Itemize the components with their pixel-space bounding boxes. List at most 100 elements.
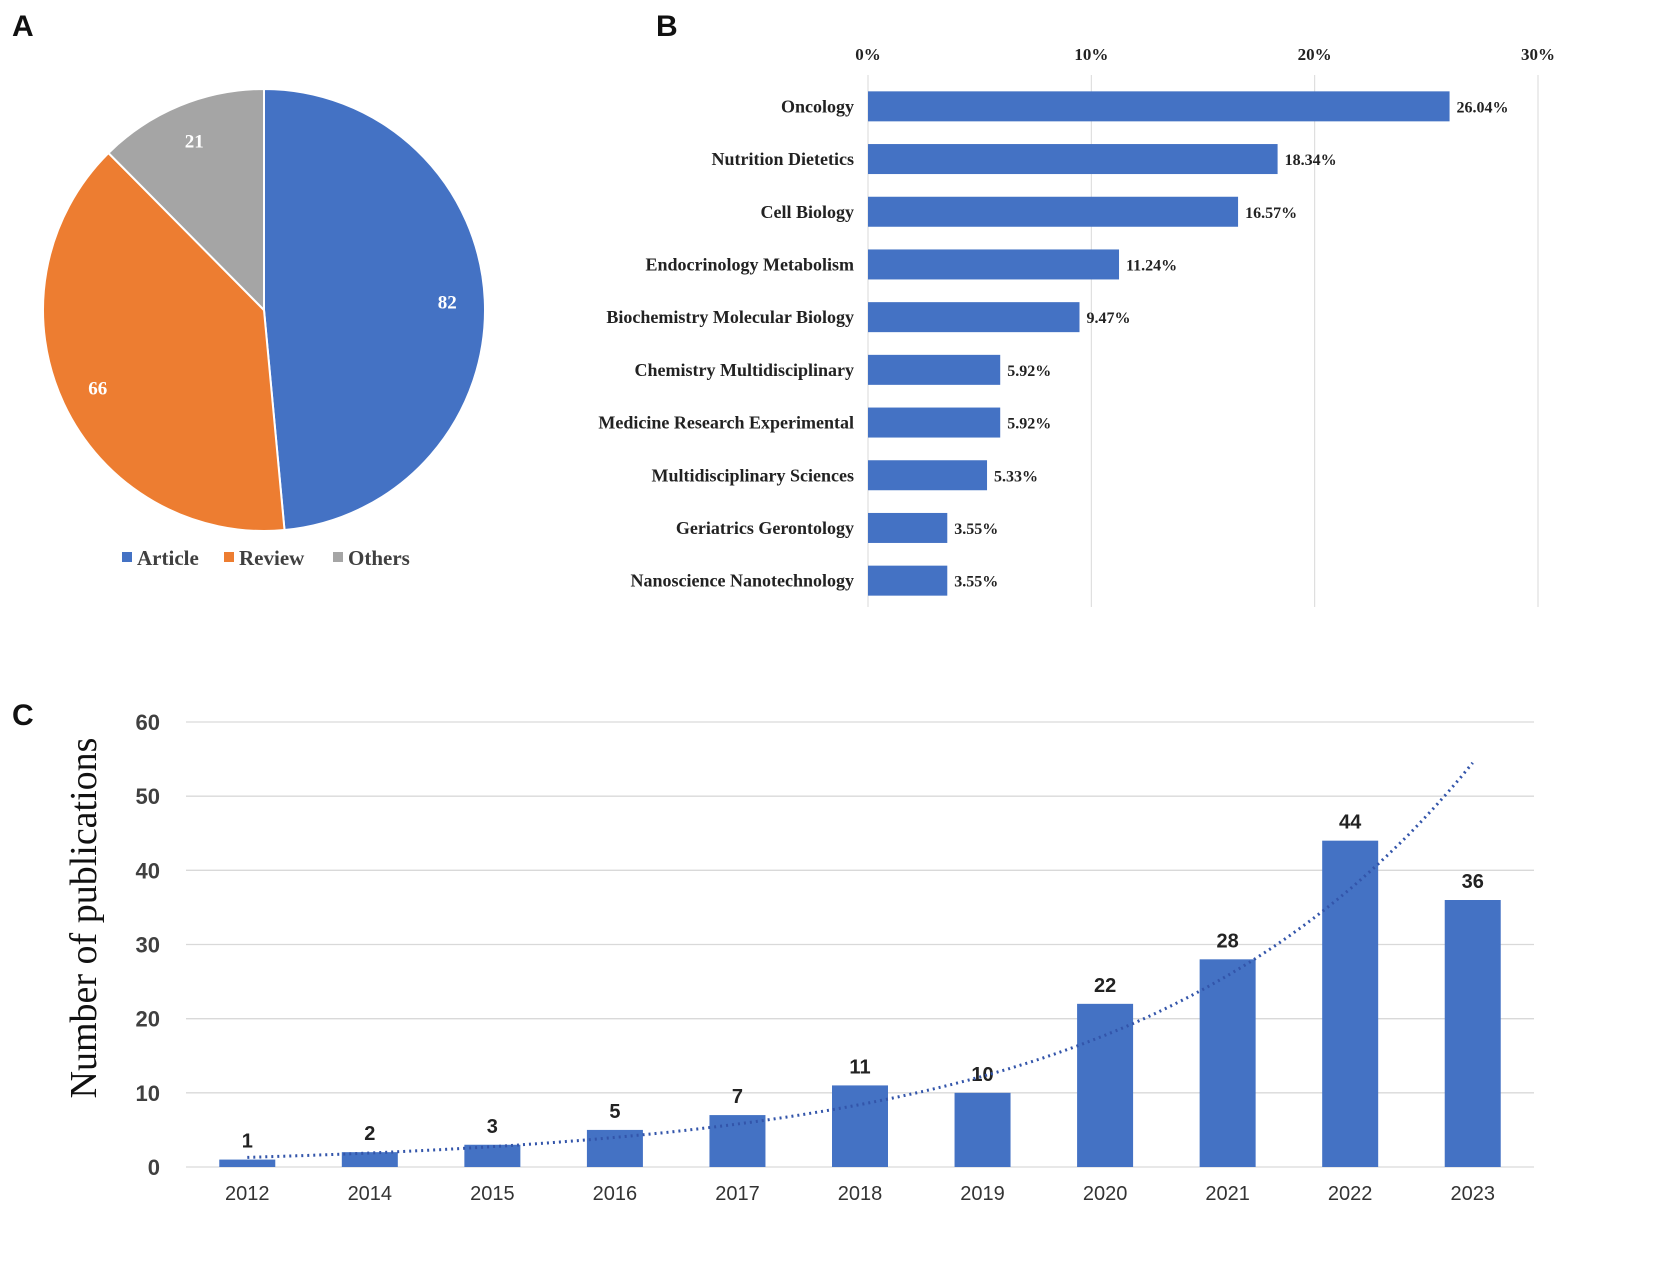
category-bar: [868, 354, 1001, 385]
x-tick-label: 2012: [225, 1183, 270, 1205]
pie-slice-article: [263, 87, 486, 532]
x-tick-label: 2021: [1205, 1183, 1250, 1205]
publication-bar: [1322, 840, 1379, 1167]
category-bar: [868, 565, 948, 596]
category-bar: [868, 302, 1080, 333]
category-value-label: 5.33%: [994, 468, 1038, 485]
pie-slice-review: [42, 151, 286, 532]
category-bar: [868, 91, 1450, 122]
x-tick-label: 2020: [1083, 1183, 1128, 1205]
y-tick-label: 60: [136, 710, 160, 735]
publication-value-label: 10: [971, 1064, 993, 1086]
publication-value-label: 36: [1462, 871, 1484, 893]
publication-value-label: 11: [849, 1056, 870, 1078]
publications-trendline: [247, 761, 1474, 1159]
category-label: Multidisciplinary Sciences: [652, 465, 855, 485]
category-chart-labels: Oncology Nutrition Dietetics Cell Biology E…: [598, 96, 854, 590]
category-label: Medicine Research Experimental: [598, 413, 854, 433]
category-value-label: 3.55%: [954, 521, 998, 538]
publications-chart-gridlines: [186, 721, 1534, 1168]
category-label: Cell Biology: [761, 202, 855, 222]
category-value-label: 5.92%: [1007, 416, 1051, 433]
pie-chart: 82 66 21 Article Review Others: [42, 87, 486, 570]
category-value-label: 16.57%: [1245, 205, 1297, 222]
publication-bar: [832, 1085, 888, 1167]
publication-value-label: 3: [487, 1116, 498, 1138]
category-label: Chemistry Multidisciplinary: [635, 360, 855, 380]
publication-bar: [1199, 959, 1256, 1167]
legend-label-others: Others: [348, 546, 410, 570]
category-value-label: 18.34%: [1285, 152, 1337, 169]
panel-label-c: C: [12, 699, 34, 732]
x-tick-label: 2016: [593, 1183, 638, 1205]
publication-value-label: 1: [242, 1131, 253, 1153]
category-chart-x-ticks: 0% 10% 20% 30%: [855, 45, 1555, 64]
x-tick-label: 30%: [1521, 45, 1555, 64]
category-value-label: 3.55%: [954, 574, 998, 591]
category-value-label: 9.47%: [1086, 310, 1130, 327]
category-bar-chart: 0% 10% 20% 30% Oncology Nutrition Dietetics C…: [598, 45, 1555, 607]
legend-swatch-others: [333, 552, 343, 562]
category-value-label: 26.04%: [1457, 99, 1509, 116]
panel-label-b: B: [656, 10, 678, 43]
publications-chart-x-ticks: 2012 2014 2015 2016 2017 2018 2019 2020 2021 2022…: [225, 1183, 1495, 1205]
x-tick-label: 2014: [348, 1183, 393, 1205]
y-tick-label: 10: [136, 1081, 160, 1106]
publication-bar: [219, 1159, 276, 1167]
pie-slice-others: [107, 87, 265, 313]
publications-chart-value-labels: 1 2 3 5 7 11 10 22 28 44 36: [242, 812, 1484, 1153]
x-tick-label: 2018: [838, 1183, 883, 1205]
y-tick-label: 30: [136, 933, 160, 958]
publication-bar: [1444, 900, 1501, 1167]
pie-data-labels: 82 66 21: [88, 131, 456, 399]
publication-value-label: 28: [1217, 930, 1239, 952]
x-tick-label: 0%: [855, 45, 881, 64]
category-bar: [868, 460, 988, 491]
legend-label-article: Article: [137, 546, 199, 570]
publication-bar: [341, 1152, 398, 1167]
y-tick-label: 50: [136, 784, 160, 809]
legend-swatch-review: [224, 552, 234, 562]
publication-bar: [1077, 1003, 1134, 1167]
category-label: Biochemistry Molecular Biology: [606, 307, 854, 327]
publication-value-label: 44: [1339, 812, 1362, 834]
publications-y-axis-label: Number of publications: [63, 738, 105, 1099]
category-value-label: 11.24%: [1126, 257, 1177, 274]
category-label: Endocrinology Metabolism: [645, 254, 854, 274]
pie-data-label: 21: [185, 131, 204, 152]
publication-bar: [709, 1115, 766, 1167]
pie-legend: Article Review Others: [122, 546, 410, 570]
legend-swatch-article: [122, 552, 132, 562]
category-bar: [868, 512, 948, 543]
x-tick-label: 2017: [715, 1183, 760, 1205]
pie-data-label: 66: [88, 379, 107, 400]
publication-value-label: 5: [609, 1101, 620, 1123]
panel-label-a: A: [12, 10, 34, 43]
publication-bar: [464, 1144, 521, 1167]
category-bar: [868, 407, 1001, 438]
publications-chart-bars: [219, 840, 1501, 1167]
legend-label-review: Review: [239, 546, 305, 570]
x-tick-label: 20%: [1298, 45, 1332, 64]
pie-slices: [42, 87, 486, 532]
category-bar: [868, 249, 1120, 280]
category-chart-bars: [868, 91, 1450, 596]
category-value-label: 5.92%: [1007, 363, 1051, 380]
publication-value-label: 2: [364, 1123, 375, 1145]
publications-chart-y-ticks: 0 10 20 30 40 50 60: [136, 710, 160, 1180]
category-bar: [868, 144, 1278, 175]
publication-bar: [954, 1092, 1011, 1167]
publication-value-label: 7: [732, 1086, 743, 1108]
category-label: Nutrition Dietetics: [712, 149, 854, 169]
y-tick-label: 0: [148, 1155, 160, 1180]
category-label: Geriatrics Gerontology: [676, 518, 854, 538]
y-tick-label: 40: [136, 858, 160, 883]
x-tick-label: 10%: [1074, 45, 1108, 64]
publication-value-label: 22: [1094, 975, 1116, 997]
y-tick-label: 20: [136, 1007, 160, 1032]
x-tick-label: 2023: [1450, 1183, 1495, 1205]
publication-bar: [586, 1129, 643, 1167]
x-tick-label: 2019: [960, 1183, 1005, 1205]
